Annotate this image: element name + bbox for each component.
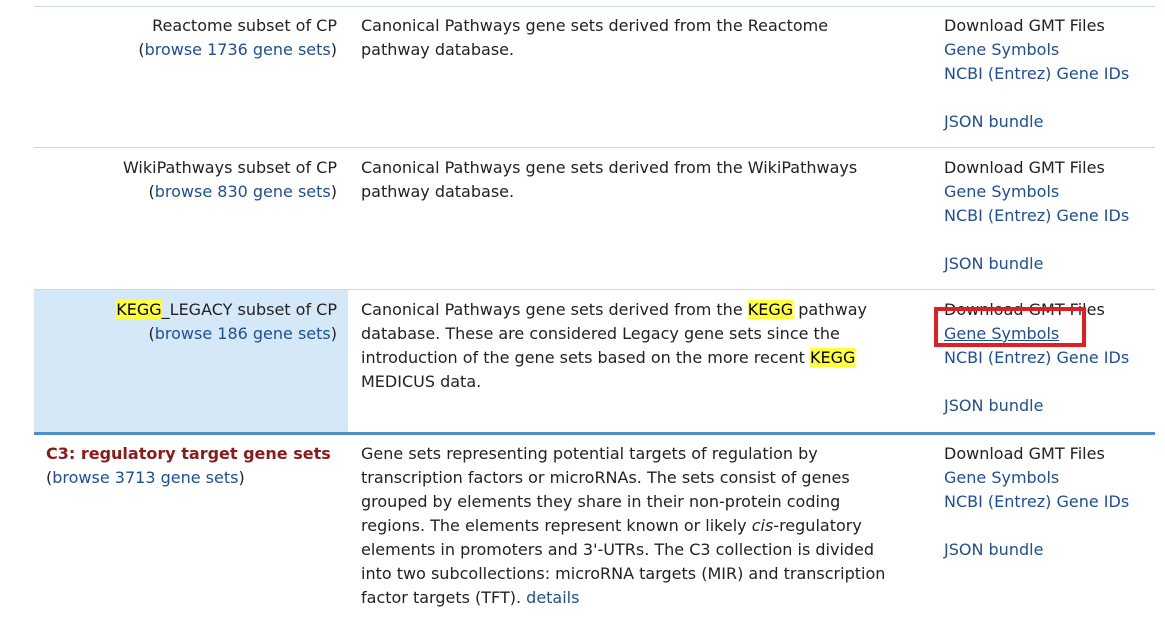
entrez-gene-ids-link[interactable]: NCBI (Entrez) Gene IDs [944, 492, 1130, 511]
description-line: Canonical Pathways gene sets derived fro… [361, 300, 867, 319]
collection-name: WikiPathways subset of CP [122, 158, 337, 177]
collection-name-cell: KEGG_LEGACY subset of CP (browse 186 gen… [34, 290, 348, 433]
description-line: MEDICUS data. [361, 372, 482, 391]
browse-line: (browse 3713 gene sets) [46, 468, 245, 487]
download-cell: Download GMT Files Gene Symbols NCBI (En… [944, 435, 1155, 562]
browse-line: (browse 1736 gene sets) [138, 40, 337, 59]
download-title: Download GMT Files [944, 158, 1105, 177]
description-line: transcription factors or microRNAs. The … [361, 468, 850, 487]
browse-line: (browse 186 gene sets) [148, 324, 337, 343]
download-cell: Download GMT Files Gene Symbols NCBI (En… [944, 290, 1155, 418]
collection-name-cell: C3: regulatory target gene sets (browse … [34, 435, 348, 625]
table-row-wikipathways: WikiPathways subset of CP (browse 830 ge… [34, 147, 1155, 290]
collection-title: C3: regulatory target gene sets [46, 444, 331, 463]
description-line: pathway database. [361, 40, 515, 59]
collection-name-cell: WikiPathways subset of CP (browse 830 ge… [34, 148, 348, 290]
gene-symbols-link[interactable]: Gene Symbols [944, 468, 1060, 487]
download-title: Download GMT Files [944, 16, 1105, 35]
collection-name: Reactome subset of CP [152, 16, 337, 35]
description-cell: Canonical Pathways gene sets derived fro… [361, 14, 931, 62]
browse-gene-sets-link[interactable]: browse 830 gene sets [154, 182, 331, 201]
json-bundle-link[interactable]: JSON bundle [944, 396, 1044, 415]
description-line: introduction of the gene sets based on t… [361, 348, 856, 367]
download-title: Download GMT Files [944, 444, 1105, 463]
description-cell: Gene sets representing potential targets… [361, 435, 931, 610]
entrez-gene-ids-link[interactable]: NCBI (Entrez) Gene IDs [944, 348, 1130, 367]
search-highlight: KEGG [809, 348, 856, 367]
browse-gene-sets-link[interactable]: browse 1736 gene sets [144, 40, 331, 59]
description-line: factor targets (TFT). details [361, 588, 580, 607]
table-row-c3: C3: regulatory target gene sets (browse … [34, 432, 1155, 625]
description-cell: Canonical Pathways gene sets derived fro… [361, 148, 931, 204]
description-line: into two subcollections: microRNA target… [361, 564, 886, 583]
entrez-gene-ids-link[interactable]: NCBI (Entrez) Gene IDs [944, 206, 1130, 225]
browse-line: (browse 830 gene sets) [148, 182, 337, 201]
description-line: grouped by elements they share in their … [361, 492, 841, 511]
download-cell: Download GMT Files Gene Symbols NCBI (En… [944, 14, 1155, 134]
table-row-kegg-legacy: KEGG_LEGACY subset of CP (browse 186 gen… [34, 289, 1155, 433]
description-line: Gene sets representing potential targets… [361, 444, 818, 463]
description-line: regions. The elements represent known or… [361, 516, 862, 535]
description-line: database. These are considered Legacy ge… [361, 324, 840, 343]
entrez-gene-ids-link[interactable]: NCBI (Entrez) Gene IDs [944, 64, 1130, 83]
top-rule [34, 6, 1155, 7]
json-bundle-link[interactable]: JSON bundle [944, 254, 1044, 273]
search-highlight: KEGG [116, 300, 162, 319]
description-line: Canonical Pathways gene sets derived fro… [361, 158, 858, 177]
description-cell: Canonical Pathways gene sets derived fro… [361, 290, 931, 394]
description-line: Canonical Pathways gene sets derived fro… [361, 16, 829, 35]
gene-symbols-link[interactable]: Gene Symbols [944, 324, 1060, 343]
search-highlight: KEGG [747, 300, 794, 319]
details-link[interactable]: details [526, 588, 580, 607]
download-title: Download GMT Files [944, 300, 1105, 319]
collection-name: KEGG_LEGACY subset of CP [116, 300, 337, 319]
table-row-reactome: Reactome subset of CP (browse 1736 gene … [34, 14, 1155, 147]
browse-gene-sets-link[interactable]: browse 186 gene sets [154, 324, 331, 343]
browse-gene-sets-link[interactable]: browse 3713 gene sets [52, 468, 239, 487]
json-bundle-link[interactable]: JSON bundle [944, 540, 1044, 559]
description-line: pathway database. [361, 182, 515, 201]
description-line: elements in promoters and 3'-UTRs. The C… [361, 540, 875, 559]
gene-symbols-link[interactable]: Gene Symbols [944, 182, 1060, 201]
json-bundle-link[interactable]: JSON bundle [944, 112, 1044, 131]
gene-symbols-link[interactable]: Gene Symbols [944, 40, 1060, 59]
download-cell: Download GMT Files Gene Symbols NCBI (En… [944, 148, 1155, 276]
collection-name-cell: Reactome subset of CP (browse 1736 gene … [34, 14, 348, 147]
